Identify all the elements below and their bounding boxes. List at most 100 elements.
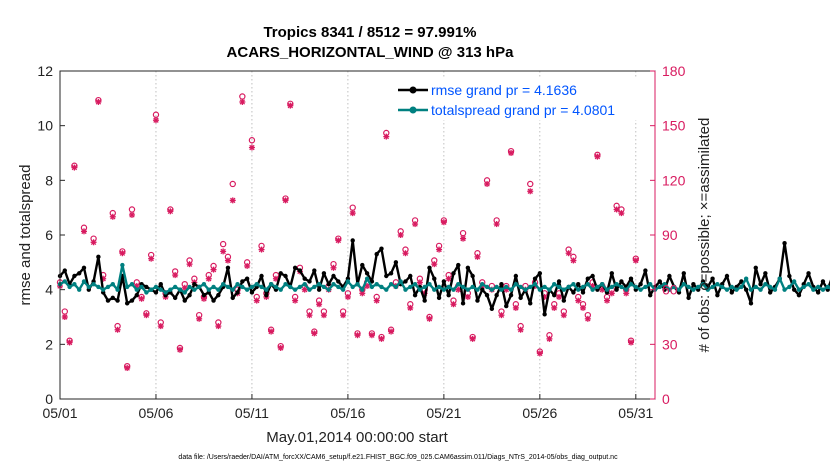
totalspread-point [432, 287, 437, 292]
y-right-tick-label: 90 [662, 227, 678, 243]
totalspread-point [302, 282, 307, 287]
obs-assimilated-marker [71, 164, 78, 171]
totalspread-point [600, 282, 605, 287]
totalspread-point [571, 282, 576, 287]
totalspread-point [168, 287, 173, 292]
totalspread-point [787, 284, 792, 290]
totalspread-point [528, 284, 533, 290]
totalspread-point [331, 282, 336, 287]
totalspread-point [815, 284, 821, 290]
obs-assimilated-marker [311, 330, 318, 337]
rmse-point [393, 260, 399, 265]
totalspread-point [153, 284, 159, 290]
rmse-point [201, 292, 207, 298]
y-axis-left: 0 2 4 6 8 10 12 [37, 63, 65, 407]
totalspread-point [580, 284, 586, 290]
totalspread-point [393, 284, 399, 290]
totalspread-point [628, 282, 634, 287]
totalspread-point [96, 284, 101, 290]
obs-assimilated-marker [349, 210, 356, 217]
totalspread-point [513, 282, 519, 287]
obs-assimilated-marker [239, 98, 246, 105]
obs-assimilated-marker [287, 102, 294, 109]
totalspread-point [216, 287, 221, 292]
obs-assimilated-marker [220, 248, 227, 255]
obs-assimilated-marker [402, 250, 409, 257]
x-tick-label: 05/11 [235, 405, 269, 421]
totalspread-point [259, 284, 264, 290]
x-tick-label: 05/21 [426, 405, 461, 421]
totalspread-point [504, 284, 509, 290]
rmse-point [134, 292, 139, 298]
y-right-tick-label: 0 [662, 391, 670, 407]
totalspread-point [686, 284, 691, 290]
obs-assimilated-marker [556, 293, 563, 300]
totalspread-point [254, 282, 259, 287]
rmse-point [312, 268, 317, 273]
totalspread-point [172, 284, 178, 290]
obs-assimilated-marker [608, 290, 615, 297]
rmse-point [244, 276, 250, 281]
totalspread-point [480, 282, 485, 287]
rmse-point [249, 290, 255, 295]
totalspread-point [316, 282, 322, 287]
y-left-tick-label: 10 [37, 118, 53, 134]
obs-assimilated-marker [138, 295, 145, 302]
obs-possible-marker [248, 137, 256, 144]
totalspread-point [321, 284, 327, 290]
totalspread-point [825, 284, 830, 290]
rmse-point [436, 295, 442, 301]
totalspread-point [667, 287, 672, 292]
obs-assimilated-marker [560, 312, 567, 319]
rmse-point [561, 298, 567, 303]
totalspread-point [81, 279, 87, 284]
totalspread-point [619, 284, 624, 290]
obs-assimilated-marker [431, 261, 438, 268]
totalspread-point [614, 282, 619, 287]
rmse-point [388, 271, 394, 276]
legend-totalspread-label: totalspread grand pr = 4.0801 [431, 102, 615, 118]
totalspread-point [547, 287, 552, 292]
rmse-point [235, 290, 240, 295]
obs-assimilated-marker [248, 144, 255, 151]
totalspread-point [388, 282, 394, 287]
totalspread-point [326, 287, 331, 292]
obs-assimilated-marker [594, 153, 601, 160]
totalspread-point [710, 284, 715, 290]
legend-rmse-label: rmse grand pr = 4.1636 [431, 82, 577, 98]
obs-assimilated-marker [306, 312, 313, 319]
rmse-point [460, 301, 466, 306]
y-left-tick-label: 4 [45, 282, 53, 298]
plot-background [60, 71, 655, 399]
rmse-point [158, 282, 163, 287]
totalspread-point [283, 282, 288, 287]
rmse-point [76, 271, 82, 276]
totalspread-point [62, 279, 67, 284]
obs-assimilated-marker [450, 301, 457, 308]
obs-assimilated-marker [143, 312, 150, 319]
rmse-point [408, 273, 413, 279]
totalspread-point [556, 284, 562, 290]
obs-possible-marker [527, 180, 534, 188]
x-axis-label: May.01,2014 00:00:00 start [266, 429, 448, 446]
obs-assimilated-marker [90, 239, 97, 246]
rmse-point [748, 301, 754, 306]
obs-assimilated-marker [210, 266, 217, 273]
rmse-point [144, 284, 149, 290]
totalspread-point [384, 287, 389, 292]
totalspread-point [235, 282, 240, 287]
rmse-point [791, 287, 797, 292]
totalspread-point [72, 282, 77, 287]
totalspread-point [643, 284, 648, 290]
totalspread-point [364, 276, 370, 281]
totalspread-point [499, 287, 504, 292]
totalspread-point [648, 282, 653, 287]
obs-assimilated-marker [498, 312, 505, 319]
obs-assimilated-marker [460, 235, 467, 242]
y-left-tick-label: 2 [45, 336, 53, 352]
chart-title-line2: ACARS_HORIZONTAL_WIND @ 313 hPa [227, 44, 515, 61]
rmse-point [278, 271, 283, 276]
totalspread-point [729, 284, 734, 290]
rmse-point [763, 271, 768, 276]
rmse-point [552, 292, 557, 298]
